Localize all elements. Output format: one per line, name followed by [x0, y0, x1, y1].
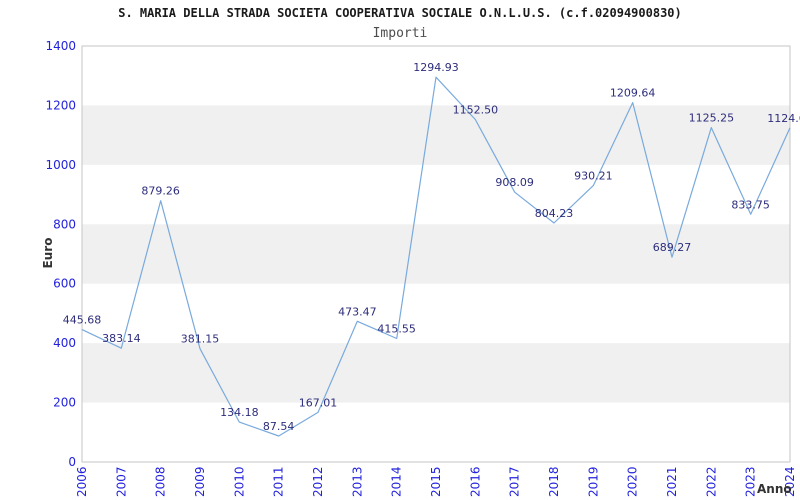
- plot-border: [81, 45, 791, 463]
- grid-band: [82, 343, 790, 403]
- data-label: 930.21: [574, 170, 613, 183]
- grid-band: [82, 105, 790, 165]
- x-tick-label: 2018: [547, 466, 561, 497]
- chart-subtitle: Importi: [372, 26, 428, 41]
- data-label: 833.75: [731, 198, 770, 211]
- x-tick-label: 2021: [665, 466, 679, 497]
- y-tick-label: 0: [68, 455, 76, 469]
- x-tick-label: 2017: [508, 466, 522, 497]
- data-label: 167.01: [299, 396, 338, 409]
- data-label: 473.47: [338, 305, 377, 318]
- x-tick-label: 2024: [783, 466, 797, 497]
- x-tick-label: 2015: [429, 466, 443, 497]
- x-tick-label: 2014: [390, 466, 404, 497]
- y-tick-label: 400: [53, 336, 76, 350]
- data-label: 134.18: [220, 406, 259, 419]
- data-label: 383.14: [102, 332, 141, 345]
- x-tick-label: 2013: [350, 466, 364, 497]
- x-tick-label: 2006: [75, 466, 89, 497]
- data-label: 689.27: [653, 241, 692, 254]
- chart-title: S. MARIA DELLA STRADA SOCIETA COOPERATIV…: [118, 6, 682, 20]
- y-tick-label: 800: [53, 217, 76, 231]
- data-label: 1209.64: [610, 87, 656, 100]
- y-tick-label: 1200: [45, 98, 76, 112]
- x-tick-label: 2020: [626, 466, 640, 497]
- x-tick-label: 2008: [154, 466, 168, 497]
- x-tick-label: 2016: [468, 466, 482, 497]
- x-tick-label: 2019: [586, 466, 600, 497]
- data-label: 1124.60: [767, 112, 800, 125]
- x-tick-label: 2007: [114, 466, 128, 497]
- x-tick-label: 2009: [193, 466, 207, 497]
- x-tick-label: 2023: [744, 466, 758, 497]
- data-label: 879.26: [141, 185, 180, 198]
- x-axis-title: Anno: [757, 482, 792, 496]
- y-tick-label: 200: [53, 396, 76, 410]
- y-tick-label: 1000: [45, 158, 76, 172]
- y-axis-title: Euro: [41, 237, 55, 269]
- y-tick-label: 1400: [45, 39, 76, 53]
- x-tick-label: 2010: [232, 466, 246, 497]
- data-label: 1152.50: [453, 104, 499, 117]
- grid-band: [82, 224, 790, 284]
- x-tick-label: 2011: [272, 466, 286, 497]
- data-label: 381.15: [181, 333, 220, 346]
- data-label: 1294.93: [413, 61, 459, 74]
- data-label: 415.55: [377, 323, 416, 336]
- x-tick-label: 2012: [311, 466, 325, 497]
- series-line: [81, 76, 791, 437]
- data-label: 804.23: [535, 207, 574, 220]
- x-tick-label: 2022: [704, 466, 718, 497]
- data-label: 908.09: [495, 176, 534, 189]
- data-label: 445.68: [63, 314, 102, 327]
- y-tick-label: 600: [53, 277, 76, 291]
- data-label: 1125.25: [689, 112, 735, 125]
- data-label: 87.54: [263, 420, 295, 433]
